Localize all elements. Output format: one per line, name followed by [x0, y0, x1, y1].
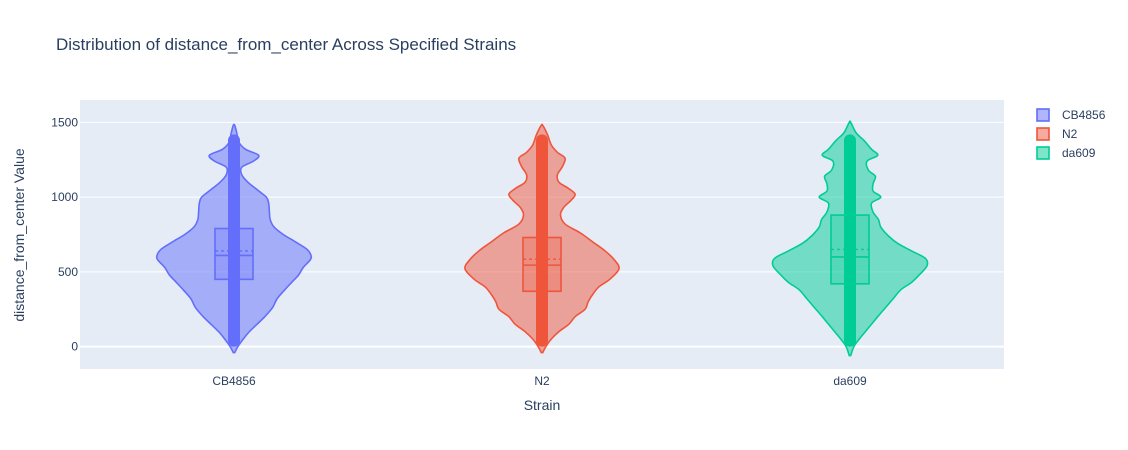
x-tick-label: N2 [534, 374, 550, 388]
y-tick-label: 1000 [51, 190, 78, 204]
chart-title: Distribution of distance_from_center Acr… [56, 35, 516, 54]
points-strip [228, 134, 240, 347]
points-strip [844, 134, 856, 347]
legend-item-CB4856[interactable]: CB4856 [1036, 108, 1106, 122]
violin-N2 [464, 123, 620, 354]
y-tick-label: 500 [58, 265, 78, 279]
y-tick-label: 1500 [51, 115, 78, 129]
y-axis-title: distance_from_center Value [11, 148, 27, 321]
x-axis-title: Strain [524, 397, 561, 413]
legend: CB4856 N2 da609 [1036, 108, 1106, 160]
violins [155, 120, 929, 357]
legend-swatch [1036, 127, 1050, 141]
legend-swatch [1036, 146, 1050, 160]
y-tick-label: 0 [71, 340, 78, 354]
legend-item-N2[interactable]: N2 [1036, 127, 1078, 141]
x-tick-label: da609 [833, 374, 867, 388]
legend-swatch [1036, 108, 1050, 122]
legend-label: N2 [1062, 127, 1078, 141]
x-axis-ticks: CB4856 N2 da609 [212, 374, 867, 388]
legend-item-da609[interactable]: da609 [1036, 146, 1096, 160]
legend-label: da609 [1062, 146, 1096, 160]
y-axis-ticks: 0 500 1000 1500 [51, 115, 78, 353]
violin-CB4856 [155, 123, 313, 354]
points-strip [536, 134, 548, 347]
legend-label: CB4856 [1062, 108, 1106, 122]
x-tick-label: CB4856 [212, 374, 256, 388]
violin-da609 [771, 120, 929, 357]
